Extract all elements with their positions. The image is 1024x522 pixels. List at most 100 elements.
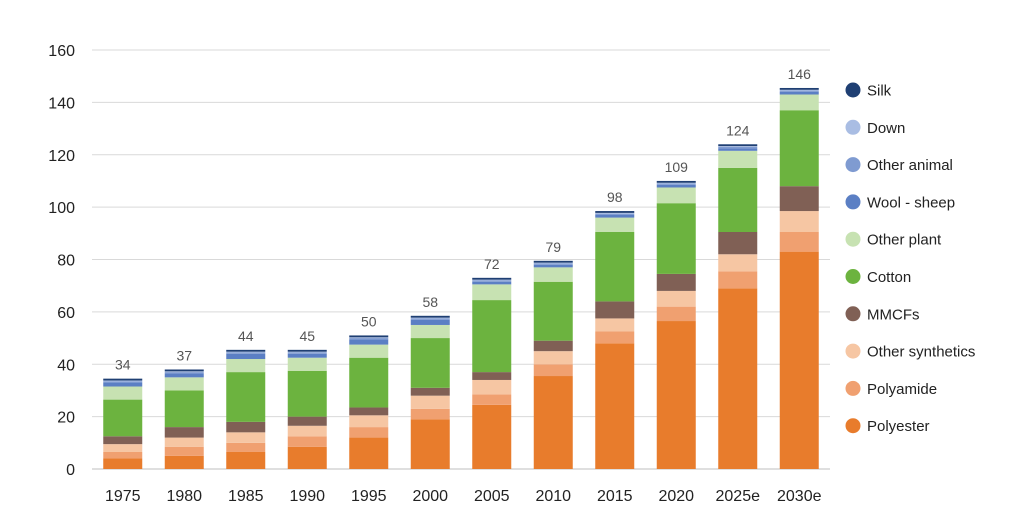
bar-segment-wool-sheep bbox=[595, 214, 635, 218]
bar-segment-polyester bbox=[533, 376, 573, 469]
bar-total-label: 98 bbox=[607, 189, 623, 205]
legend-swatch bbox=[845, 231, 861, 247]
bar-segment-wool-sheep bbox=[656, 184, 696, 188]
bar-segment-other-animal bbox=[287, 352, 327, 354]
bar-segment-other-synthetics bbox=[656, 290, 696, 307]
bar-segment-polyamide bbox=[533, 364, 573, 377]
bar-totals: 34 37 44 45 50 58 72 79 98 109 124 146 bbox=[115, 66, 811, 373]
bar-segment-other-animal bbox=[533, 263, 573, 265]
bar-segment-other-synthetics bbox=[349, 415, 389, 428]
bar-segment-down bbox=[718, 146, 758, 147]
legend-swatch bbox=[845, 194, 861, 210]
bar-segment-other-synthetics bbox=[164, 437, 204, 447]
bar-segment-other-plant bbox=[103, 386, 143, 400]
legend-swatch bbox=[845, 157, 861, 173]
bar-segment-down bbox=[226, 351, 266, 353]
bar-segment-polyamide bbox=[779, 232, 819, 252]
x-tick-label: 2015 bbox=[597, 488, 633, 505]
legend-swatch bbox=[845, 119, 861, 135]
bar-segment-wool-sheep bbox=[472, 281, 512, 285]
bar-total-label: 50 bbox=[361, 313, 377, 329]
bar-segment-other-synthetics bbox=[718, 254, 758, 272]
bar-segment-down bbox=[472, 279, 512, 281]
x-tick-label: 2010 bbox=[535, 488, 571, 505]
legend-item: Down bbox=[845, 119, 905, 137]
legend-label: Other plant bbox=[867, 232, 942, 249]
legend-item: Other animal bbox=[845, 157, 953, 174]
bar-segment-polyester bbox=[226, 451, 266, 469]
y-tick-label: 160 bbox=[48, 43, 75, 60]
legend-label: Cotton bbox=[867, 269, 911, 286]
bar-segment-mmcfs bbox=[533, 340, 573, 352]
bar-segment-polyamide bbox=[410, 408, 450, 420]
bar-segment-polyamide bbox=[164, 446, 204, 456]
x-axis-ticks: 1975 1980 1985 1990 1995 2000 2005 2010 2015 2020… bbox=[105, 488, 822, 505]
bar-segment-wool-sheep bbox=[533, 264, 573, 268]
legend-swatch bbox=[845, 269, 861, 284]
y-tick-label: 120 bbox=[48, 148, 75, 165]
bar-segment-other-animal bbox=[472, 280, 512, 282]
bar-segment-mmcfs bbox=[595, 301, 635, 319]
bar-segment-other-animal bbox=[349, 338, 389, 340]
bar-total-label: 124 bbox=[726, 122, 750, 138]
bar-segment-mmcfs bbox=[226, 421, 266, 433]
bar-segment-down bbox=[410, 317, 450, 319]
legend-item: Other plant bbox=[845, 231, 942, 249]
bar-segment-mmcfs bbox=[164, 427, 204, 438]
bar-segment-mmcfs bbox=[410, 387, 450, 396]
x-tick-label: 1990 bbox=[289, 488, 325, 505]
bar-segment-other-synthetics bbox=[287, 425, 327, 437]
legend-item: Wool - sheep bbox=[845, 194, 955, 211]
x-tick-label: 2005 bbox=[474, 488, 510, 505]
bar-segment-other-animal bbox=[595, 213, 635, 215]
bar-total-label: 37 bbox=[176, 347, 192, 363]
bar-total-label: 34 bbox=[115, 357, 131, 373]
bar-segment-polyester bbox=[595, 343, 635, 469]
y-tick-label: 20 bbox=[57, 410, 75, 427]
bar-segment-other-plant bbox=[164, 377, 204, 391]
bar-segment-down bbox=[779, 89, 819, 91]
legend-item: Cotton bbox=[845, 269, 911, 286]
x-tick-label: 2020 bbox=[658, 488, 694, 505]
bar-segment-polyester bbox=[164, 455, 204, 469]
bar-total-label: 45 bbox=[299, 328, 315, 344]
bar-segment-other-animal bbox=[718, 146, 758, 149]
bar-segment-mmcfs bbox=[103, 436, 143, 445]
legend-label: Down bbox=[867, 120, 905, 137]
bar-segment-other-animal bbox=[410, 318, 450, 320]
bar-segment-polyester bbox=[656, 321, 696, 469]
bar-segment-polyamide bbox=[595, 331, 635, 344]
bar-segment-cotton bbox=[349, 357, 389, 408]
bars bbox=[103, 87, 819, 469]
bar-segment-polyamide bbox=[349, 427, 389, 438]
legend-item: Polyamide bbox=[845, 380, 937, 398]
legend-item: Silk bbox=[845, 82, 892, 100]
x-tick-label: 1980 bbox=[166, 488, 202, 505]
bar-segment-down bbox=[349, 337, 389, 339]
bar-segment-silk bbox=[656, 180, 696, 183]
bar-segment-cotton bbox=[533, 281, 573, 341]
bar-total-label: 58 bbox=[422, 294, 438, 310]
bar-segment-other-plant bbox=[349, 344, 389, 358]
legend: Silk Down Other animal Wool - sheep Other pl… bbox=[845, 82, 975, 435]
bar-segment-other-synthetics bbox=[226, 432, 266, 443]
bar-segment-cotton bbox=[410, 338, 450, 388]
x-tick-label: 1995 bbox=[351, 488, 387, 505]
x-tick-label: 2000 bbox=[412, 488, 448, 505]
legend-swatch bbox=[845, 306, 861, 322]
bar-segment-wool-sheep bbox=[779, 91, 819, 95]
bar-segment-silk bbox=[718, 144, 758, 147]
legend-swatch bbox=[845, 418, 861, 434]
bar-segment-polyester bbox=[779, 251, 819, 469]
bar-segment-wool-sheep bbox=[164, 373, 204, 378]
bar-segment-down bbox=[287, 351, 327, 353]
legend-label: Polyester bbox=[867, 418, 930, 435]
bar-segment-silk bbox=[287, 349, 327, 352]
bar-segment-polyamide bbox=[226, 442, 266, 452]
y-tick-label: 60 bbox=[57, 305, 75, 322]
y-tick-label: 0 bbox=[66, 462, 75, 479]
y-tick-label: 80 bbox=[57, 253, 75, 270]
legend-label: Other synthetics bbox=[867, 344, 975, 361]
bar-segment-polyester bbox=[287, 446, 327, 469]
